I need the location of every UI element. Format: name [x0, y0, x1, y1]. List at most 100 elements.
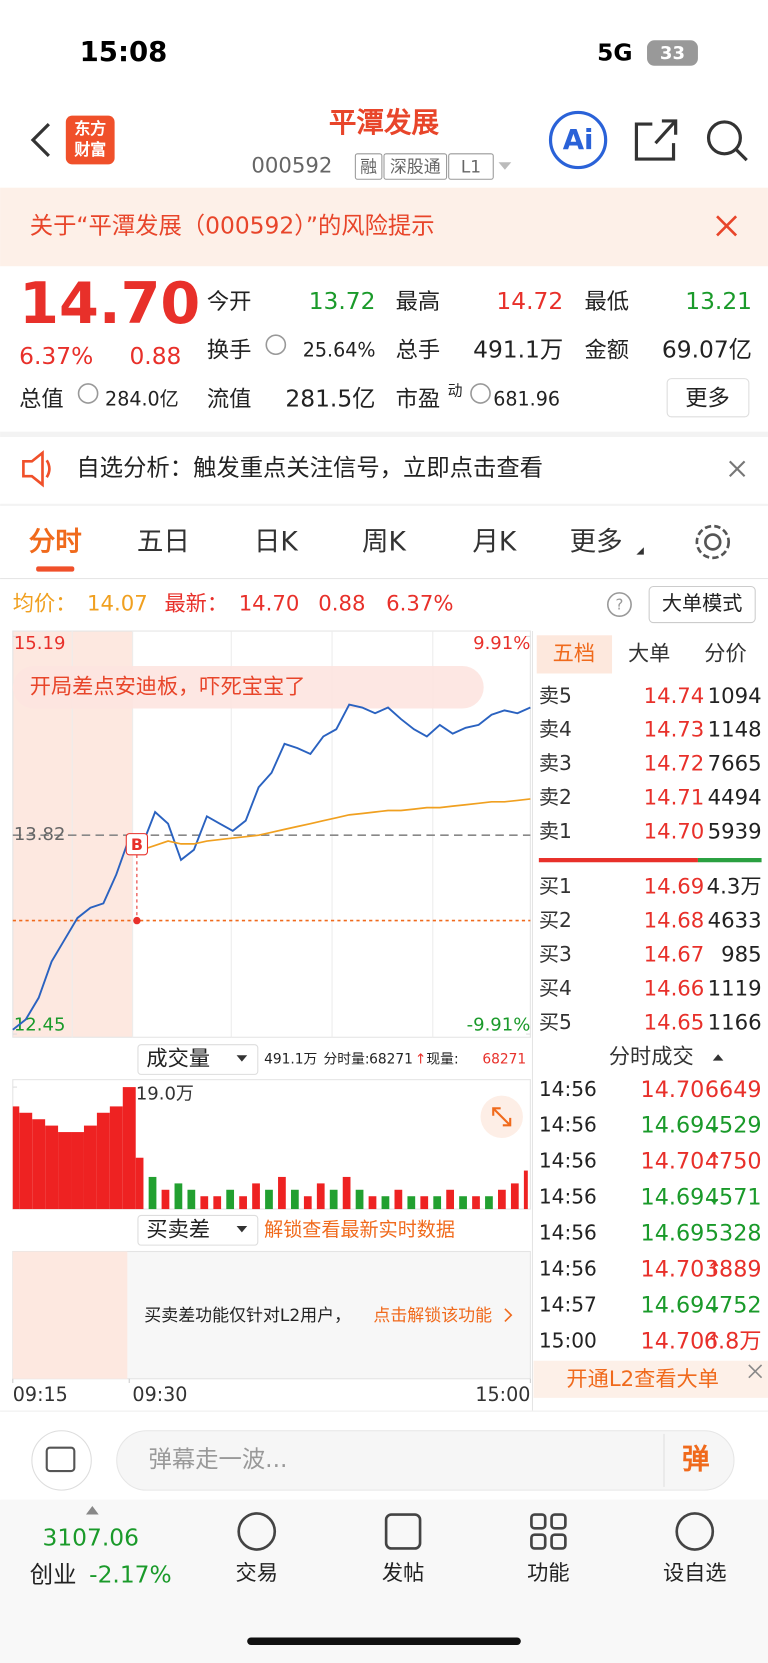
field-value: 69.07亿 [662, 336, 752, 364]
nav-item[interactable]: 交易 [236, 1561, 278, 1586]
orderbook-volume: 1148 [708, 718, 762, 743]
diff-link[interactable]: 点击解锁该功能 [373, 1305, 492, 1325]
orderbook-volume: 1119 [708, 977, 762, 1002]
orderbook-tab[interactable]: 分价 [704, 641, 746, 666]
tab[interactable]: 日K [254, 527, 298, 558]
volume-bar [265, 1189, 273, 1210]
status-time: 15:08 [80, 35, 168, 68]
price-line [12, 703, 531, 1031]
buy-marker: B [131, 835, 143, 854]
more-button[interactable] [666, 378, 750, 418]
danmaku-button[interactable]: 弹 [682, 1442, 710, 1475]
diff-title[interactable]: 买卖差 [146, 1217, 210, 1242]
volume-current-label: 现量: [426, 1052, 458, 1068]
home-indicator [247, 1637, 521, 1645]
orderbook-label: 买3 [539, 942, 572, 966]
last-change: 0.88 [318, 592, 365, 617]
orderbook-label: 卖3 [539, 751, 572, 775]
volume-bar [472, 1196, 480, 1210]
comment-input[interactable] [116, 1430, 735, 1491]
orderbook-volume: 4494 [708, 786, 762, 811]
volume-bar [58, 1132, 72, 1210]
orderbook-price: 14.73 [644, 718, 705, 743]
volume-bar [381, 1196, 390, 1210]
info-icon[interactable] [470, 383, 491, 404]
trade-volume: 3889 [705, 1257, 762, 1283]
volume-selector[interactable] [137, 1044, 259, 1075]
volume-bar [368, 1196, 377, 1210]
tag-box [448, 153, 494, 180]
last-label: 最新： [164, 592, 228, 617]
volume-title[interactable]: 成交量 [146, 1047, 210, 1072]
risk-text[interactable]: 关于“平潭发展（000592）”的风险提示 [30, 211, 435, 239]
risk-banner[interactable] [0, 187, 768, 267]
orderbook-price: 14.70 [644, 820, 705, 845]
separator [0, 1410, 768, 1412]
logo-text: 财富 [74, 140, 106, 159]
volume-bar [226, 1189, 235, 1210]
change-pct: 6.37% [19, 342, 93, 370]
volume-bar [122, 1087, 136, 1210]
trade-price: 14.70 [641, 1257, 705, 1283]
close-banner[interactable] [716, 215, 738, 237]
orderbook-label: 卖4 [539, 717, 572, 741]
mode-label[interactable]: 大单模式 [662, 591, 743, 615]
help-icon[interactable] [606, 592, 632, 617]
nav-item[interactable]: 设自选 [663, 1561, 727, 1586]
volume-bar [342, 1176, 351, 1210]
settings-button[interactable] [695, 524, 731, 560]
trade-volume: 4750 [705, 1149, 762, 1175]
diff-unlock[interactable]: 解锁查看最新实时数据 [264, 1218, 455, 1241]
volume-bar [83, 1125, 97, 1210]
notice-text[interactable]: 自选分析：触发重点关注信号，立即点击查看 [76, 453, 543, 481]
back-button[interactable] [30, 122, 50, 158]
more-label[interactable]: 更多 [685, 385, 730, 411]
stock-code: 000592 [251, 154, 332, 179]
volume-bar [523, 1170, 528, 1210]
index-arrow [85, 1506, 99, 1515]
info-icon[interactable] [265, 334, 287, 356]
chart-frame [12, 630, 531, 1038]
tab[interactable]: 更多 [570, 527, 623, 558]
nav-item[interactable]: 发帖 [382, 1561, 424, 1586]
volume-arrow: ↑ [415, 1052, 427, 1068]
index-name: 创业 [30, 1561, 77, 1589]
search-button[interactable] [706, 120, 748, 162]
ai-button[interactable] [548, 110, 608, 170]
orderbook-tab[interactable]: 大单 [628, 641, 670, 666]
buy-marker-dot [133, 916, 141, 925]
nav-item[interactable]: 功能 [527, 1561, 569, 1586]
trade-price: 14.69 [641, 1293, 705, 1319]
close-l2[interactable] [748, 1364, 763, 1379]
volume-bar [71, 1132, 84, 1210]
orderbook-tab-active[interactable] [536, 635, 613, 674]
l2-banner[interactable] [533, 1360, 768, 1398]
field-label: 换手 [207, 338, 252, 364]
volume-bar [96, 1112, 110, 1210]
dropdown[interactable] [498, 162, 512, 170]
comment-icon[interactable] [31, 1430, 92, 1491]
close-notice[interactable] [729, 460, 746, 477]
ai-label[interactable]: Ai [563, 123, 594, 156]
info-icon[interactable] [77, 383, 99, 404]
field-value: 284.0亿 [105, 387, 179, 410]
diff-selector[interactable] [137, 1214, 259, 1246]
trade-time: 14:56 [539, 1185, 597, 1209]
diff-link-arrow [504, 1308, 513, 1323]
volume-period: 68271 [369, 1052, 413, 1068]
trade-time: 14:57 [539, 1293, 597, 1317]
comment-placeholder[interactable]: 弹幕走一波... [149, 1445, 288, 1473]
orderbook-tab[interactable]: 五档 [553, 641, 595, 666]
volume-bar [290, 1189, 299, 1210]
tab[interactable]: 分时 [29, 527, 82, 558]
y-tick-label: 13.82 [14, 824, 66, 845]
tab[interactable]: 五日 [137, 527, 190, 558]
tab[interactable]: 月K [472, 527, 517, 558]
volume-bar [200, 1196, 209, 1210]
tab[interactable]: 周K [362, 527, 407, 558]
diff-note: 买卖差功能仅针对L2用户， [144, 1305, 351, 1325]
share-button[interactable] [634, 119, 678, 161]
mode-button[interactable] [648, 585, 756, 624]
l2-text[interactable]: 开通L2查看大单 [566, 1367, 719, 1392]
trade-time: 14:56 [539, 1077, 597, 1101]
